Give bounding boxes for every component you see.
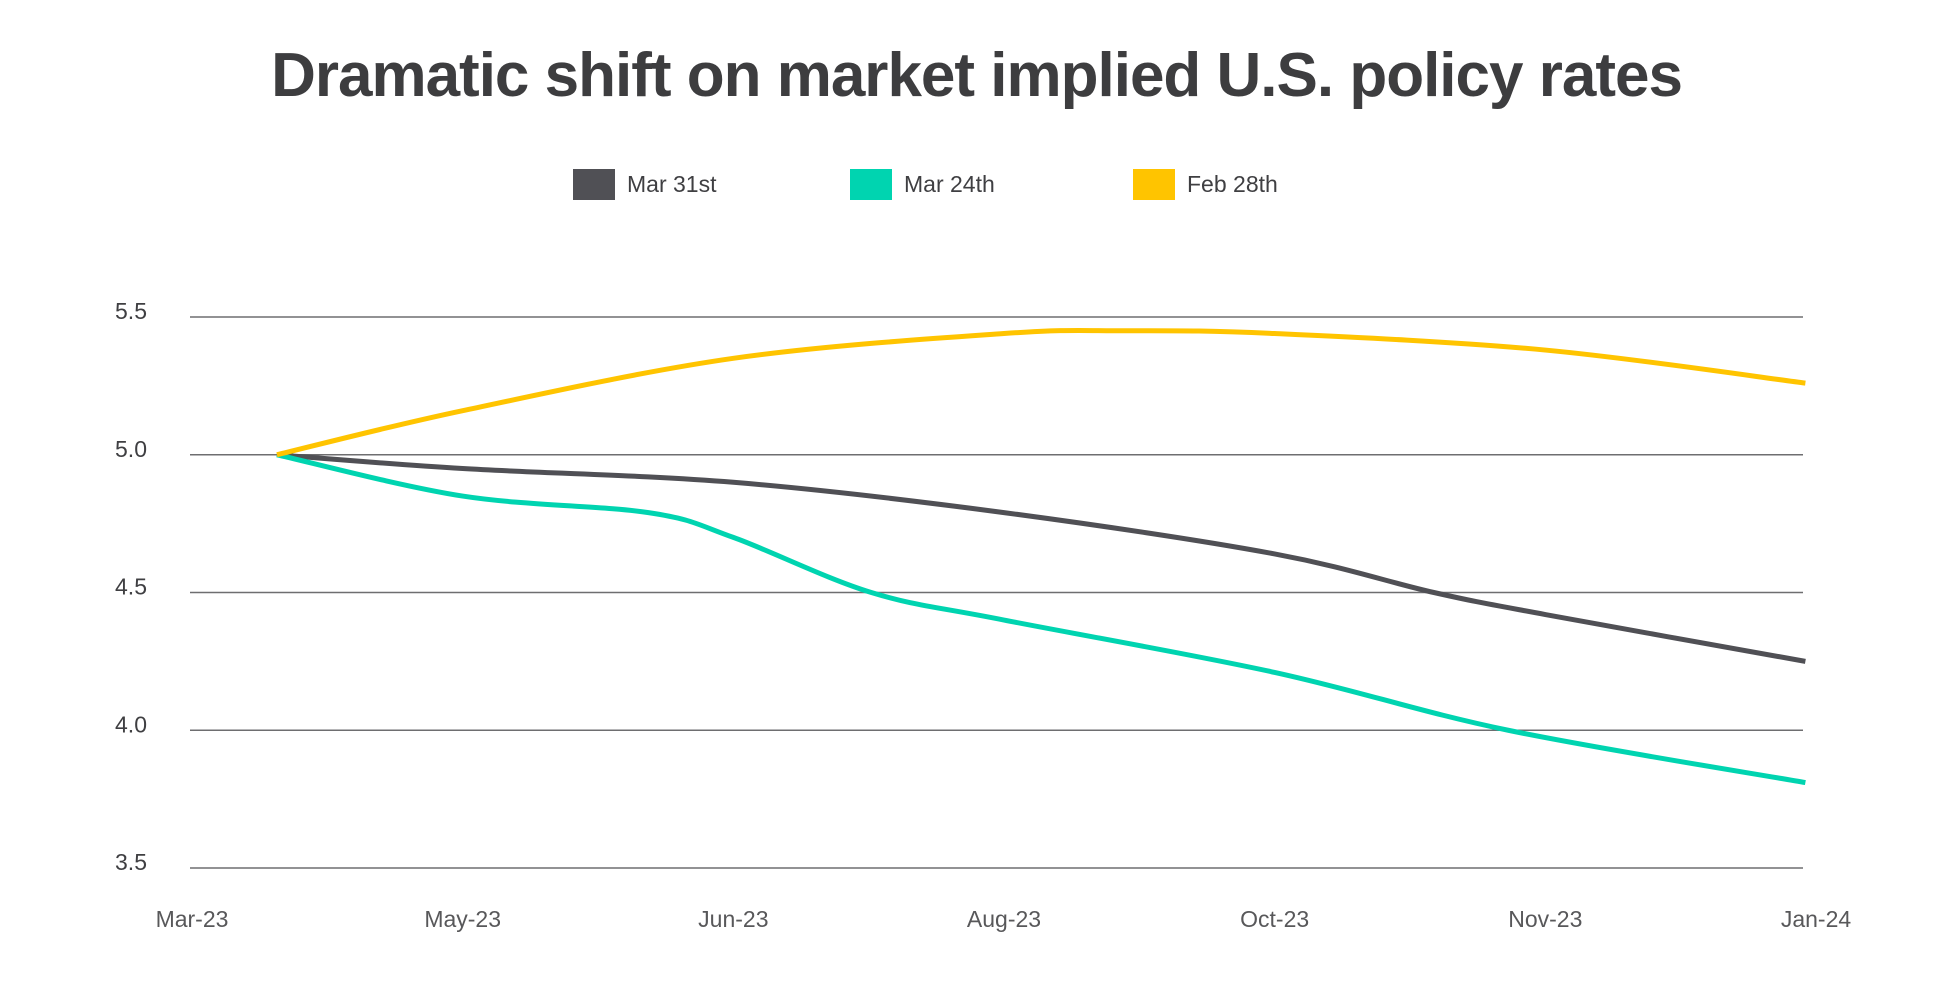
x-tick-label: Jan-24 [1781, 906, 1852, 932]
y-tick-label: 5.0 [115, 436, 147, 462]
legend-item-mar-24th: Mar 24th [850, 168, 995, 200]
legend-swatch [1133, 168, 1175, 200]
y-tick-label: 3.5 [115, 849, 147, 875]
legend-item-mar-31st: Mar 31st [573, 168, 716, 200]
chart-title: Dramatic shift on market implied U.S. po… [271, 41, 1683, 110]
series-line-mar-31st [276, 452, 1806, 664]
legend-label: Mar 24th [904, 170, 995, 197]
legend-item-feb-28th: Feb 28th [1133, 168, 1278, 200]
y-tick-label: 4.5 [115, 574, 147, 600]
legend-label: Feb 28th [1187, 170, 1278, 197]
x-tick-label: Nov-23 [1508, 906, 1582, 932]
x-tick-label: May-23 [424, 906, 501, 932]
y-tick-label: 4.0 [115, 711, 147, 737]
x-tick-label: Oct-23 [1240, 906, 1309, 932]
legend-swatch [573, 168, 615, 200]
series-line-mar-24th [276, 452, 1806, 786]
legend-label: Mar 31st [627, 170, 717, 197]
x-tick-label: Mar-23 [156, 906, 229, 932]
x-tick-label: Jun-23 [698, 906, 768, 932]
legend-swatch [850, 168, 892, 200]
series-line-feb-28th [276, 327, 1806, 458]
x-tick-label: Aug-23 [967, 906, 1041, 932]
y-tick-label: 5.5 [115, 298, 147, 324]
